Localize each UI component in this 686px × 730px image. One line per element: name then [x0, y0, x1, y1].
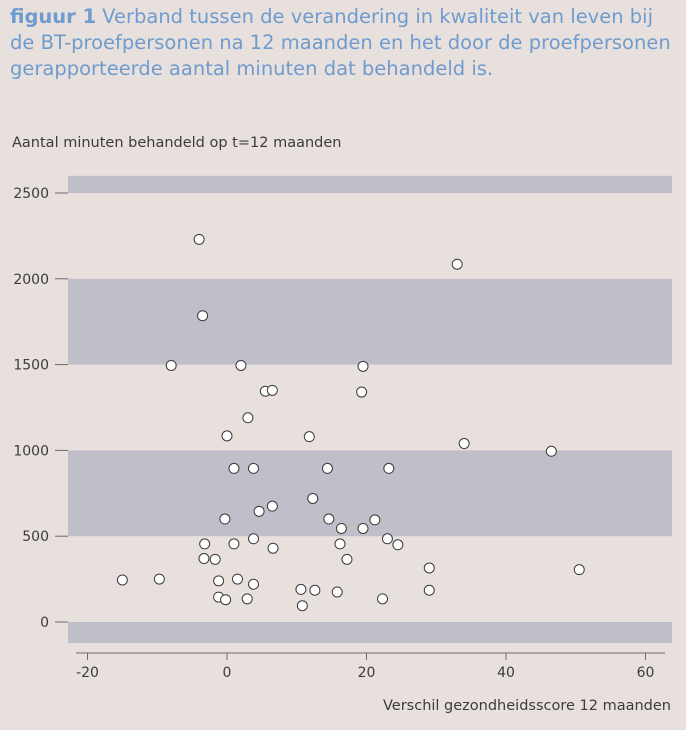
- data-point-44: [309, 584, 321, 596]
- data-point-15: [248, 462, 260, 474]
- x-tick-label-0: 0: [223, 665, 232, 681]
- y-tick-label-1500: 1500: [13, 358, 49, 374]
- data-point-9: [242, 412, 254, 424]
- figure-caption: figuur 1 Verband tussen de verandering in…: [10, 4, 680, 82]
- data-point-26: [248, 533, 260, 545]
- data-point-34: [209, 553, 221, 565]
- data-point-49: [241, 593, 253, 605]
- y-axis: 0 500 1000 1500 2000 2500: [13, 186, 68, 631]
- data-point-40: [213, 575, 225, 587]
- figure-label: figuur 1: [10, 5, 97, 28]
- data-point-19: [266, 500, 278, 512]
- data-point-28: [199, 538, 211, 550]
- x-tick-label-60: 60: [637, 665, 655, 681]
- data-point-11: [303, 431, 315, 443]
- data-point-2: [165, 359, 177, 371]
- data-point-3: [235, 359, 247, 371]
- data-point-43: [295, 583, 307, 595]
- data-point-7: [356, 386, 368, 398]
- data-point-37: [573, 564, 585, 576]
- data-point-32: [267, 542, 279, 554]
- data-point-17: [383, 462, 395, 474]
- data-point-22: [323, 513, 335, 525]
- data-point-18: [307, 492, 319, 504]
- y-tick-label-500: 500: [22, 529, 49, 545]
- band-2: [68, 278, 672, 365]
- data-point-10: [221, 430, 233, 442]
- caption-text: Verband tussen de verandering in kwalite…: [10, 5, 671, 80]
- data-point-33: [198, 553, 210, 565]
- data-point-48: [220, 594, 232, 606]
- data-point-12: [458, 438, 470, 450]
- y-axis-label: Aantal minuten behandeld op t=12 maanden: [12, 135, 342, 151]
- data-points: [116, 233, 585, 612]
- x-axis: -20 0 20 40 60: [76, 652, 665, 681]
- data-point-1: [197, 310, 209, 322]
- data-point-41: [231, 573, 243, 585]
- data-point-14: [228, 462, 240, 474]
- y-tick-label-1000: 1000: [13, 443, 49, 459]
- data-point-30: [334, 538, 346, 550]
- band-3: [68, 175, 672, 193]
- data-point-0: [193, 233, 205, 245]
- data-point-46: [423, 584, 435, 596]
- data-point-27: [381, 533, 393, 545]
- data-point-39: [153, 573, 165, 585]
- data-point-45: [331, 586, 343, 598]
- x-axis-label: Verschil gezondheidsscore 12 maanden: [383, 698, 671, 714]
- data-point-6: [357, 360, 369, 372]
- data-point-36: [423, 562, 435, 574]
- background-bands: [68, 175, 672, 643]
- data-point-5: [266, 384, 278, 396]
- data-point-13: [545, 445, 557, 457]
- data-point-35: [341, 553, 353, 565]
- x-tick-label--20: -20: [76, 665, 99, 681]
- data-point-29: [228, 538, 240, 550]
- data-point-16: [321, 462, 333, 474]
- data-point-38: [116, 574, 128, 586]
- data-point-50: [377, 593, 389, 605]
- data-point-20: [253, 505, 265, 517]
- data-point-42: [248, 578, 260, 590]
- data-point-25: [357, 522, 369, 534]
- y-tick-label-2500: 2500: [13, 186, 49, 202]
- data-point-51: [296, 600, 308, 612]
- band-0: [68, 622, 672, 643]
- data-point-24: [335, 522, 347, 534]
- y-tick-label-2000: 2000: [13, 272, 49, 288]
- data-point-31: [392, 539, 404, 551]
- band-1: [68, 450, 672, 537]
- x-tick-label-20: 20: [358, 665, 376, 681]
- data-point-23: [369, 514, 381, 526]
- x-tick-label-40: 40: [497, 665, 515, 681]
- y-tick-label-0: 0: [40, 615, 49, 631]
- data-point-21: [219, 513, 231, 525]
- data-point-8: [451, 258, 463, 270]
